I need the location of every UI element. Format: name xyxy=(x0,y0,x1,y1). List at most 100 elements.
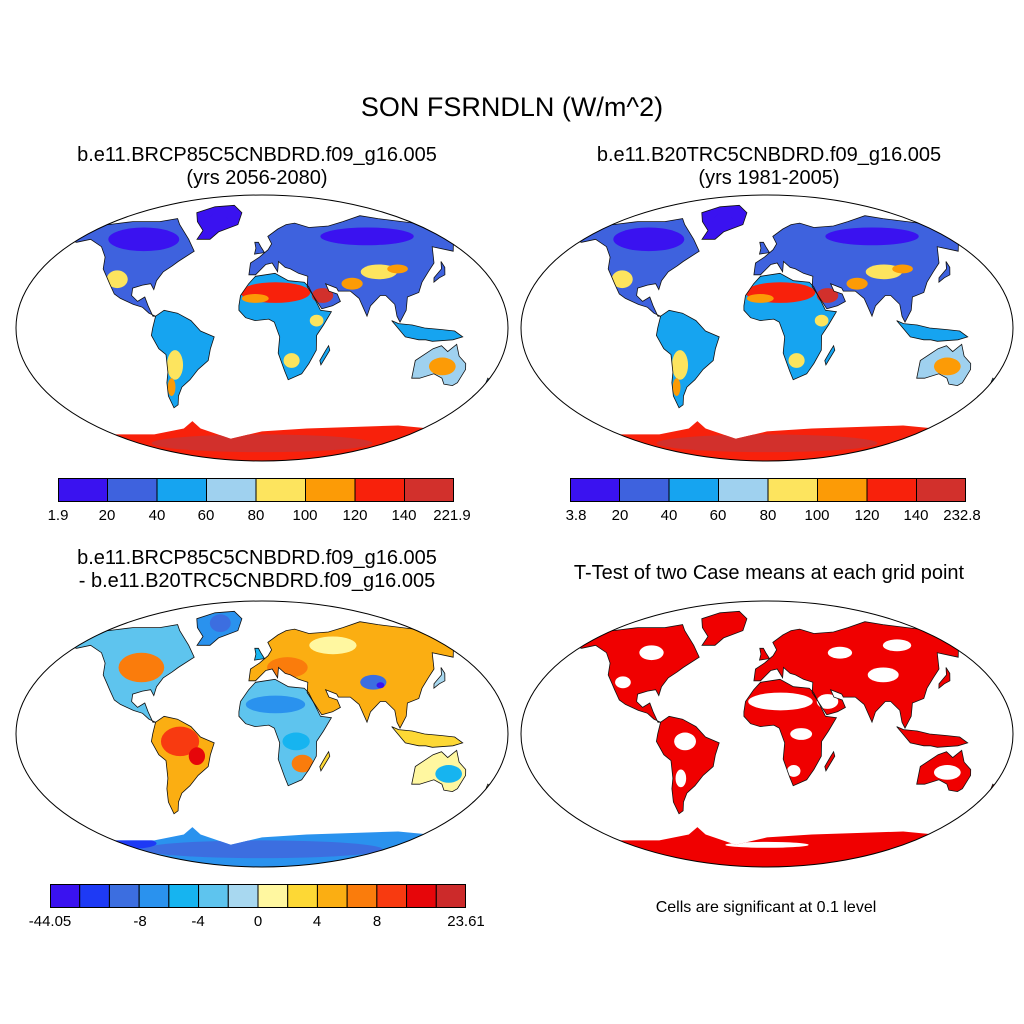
coastline-southAmerica xyxy=(655,309,720,409)
value-region xyxy=(341,277,363,290)
value-region xyxy=(241,294,269,303)
panel2-tick-3: 60 xyxy=(709,507,727,524)
colorbar-swatch xyxy=(58,478,108,502)
land-madagascar xyxy=(319,751,330,771)
colorbar-swatch xyxy=(916,478,966,502)
panel2-map xyxy=(520,194,1014,462)
colorbar-swatch xyxy=(198,884,229,908)
panel3-title: b.e11.BRCP85C5CNBDRD.f09_g16.005 - b.e11… xyxy=(0,547,514,593)
land-uk xyxy=(759,242,770,255)
map-border xyxy=(15,600,509,868)
coastline-southAmerica xyxy=(655,715,720,815)
land-madagascar xyxy=(824,345,835,365)
value-region xyxy=(814,314,829,327)
coastline-eurasia xyxy=(248,215,471,323)
coastline-africa xyxy=(238,272,333,381)
non-significant-area xyxy=(748,692,813,711)
colorbar-swatch xyxy=(107,478,158,502)
land-indonesia xyxy=(896,320,968,342)
value-region xyxy=(267,657,308,678)
panel2-tick-2: 40 xyxy=(660,507,678,524)
panel2-tick-6: 120 xyxy=(854,507,880,524)
panel1-colorbar xyxy=(58,478,454,502)
panel2-tick-4: 80 xyxy=(759,507,777,524)
panel4-map xyxy=(520,600,1014,868)
coastline-japan xyxy=(433,261,446,284)
colorbar-swatch xyxy=(156,478,207,502)
coastline-madagascar xyxy=(824,344,836,366)
panel2-tick-7: 140 xyxy=(903,507,929,524)
land-uk xyxy=(759,648,770,661)
value-region xyxy=(311,288,334,303)
map-border xyxy=(15,194,509,462)
value-region xyxy=(245,695,306,714)
coastline-greenland xyxy=(196,610,243,646)
value-region xyxy=(892,264,913,274)
land-indonesia xyxy=(391,726,463,748)
panel1-tick-2: 40 xyxy=(148,507,166,524)
coastline-indonesia xyxy=(896,726,969,748)
colorbar-swatch xyxy=(108,884,140,908)
colorbar-swatch xyxy=(866,478,917,502)
value-region xyxy=(387,264,408,274)
significance-note: Cells are significant at 0.1 level xyxy=(655,899,877,916)
land-indonesia xyxy=(896,726,968,748)
panel2-tick-1: 20 xyxy=(611,507,629,524)
coastline-eurasia xyxy=(753,621,976,729)
value-region xyxy=(291,754,314,773)
colorbar-swatch xyxy=(227,884,259,908)
value-region xyxy=(816,288,839,303)
coastline-eurasia xyxy=(753,215,976,323)
land-eurasia xyxy=(753,621,975,729)
panel3-tick-0: -44.05 xyxy=(28,913,72,930)
value-region xyxy=(672,378,681,396)
land-eurasia xyxy=(753,215,975,323)
panel1-title-line2: (yrs 2056-2080) xyxy=(186,167,328,189)
coastline-greenland xyxy=(196,204,243,240)
value-region xyxy=(283,353,300,368)
land-southAmerica xyxy=(151,310,215,408)
panel3-tick-1: -8 xyxy=(133,913,147,930)
colorbar-frame xyxy=(50,884,466,908)
coastline-africa xyxy=(238,678,333,787)
land-southAmerica xyxy=(656,716,720,814)
land-eurasia xyxy=(248,215,470,323)
colorbar-swatch xyxy=(619,478,670,502)
value-region xyxy=(671,350,689,380)
coastline-madagascar xyxy=(319,344,331,366)
coastline-uk xyxy=(758,241,771,255)
colorbar-swatch xyxy=(354,478,405,502)
coastline-southAmerica xyxy=(150,309,215,409)
coastline-uk xyxy=(758,647,771,661)
coastline-uk xyxy=(253,241,266,255)
panel3-title-line2: - b.e11.B20TRC5CNBDRD.f09_g16.005 xyxy=(78,570,436,592)
land-uk xyxy=(254,648,265,661)
value-region xyxy=(151,434,373,453)
coastline-indonesia xyxy=(896,320,969,342)
coastline-indonesia xyxy=(391,320,464,342)
panel2-title: b.e11.B20TRC5CNBDRD.f09_g16.005 (yrs 198… xyxy=(514,144,1024,190)
value-region xyxy=(106,270,128,289)
panel1-tick-4: 80 xyxy=(247,507,265,524)
land-indonesia xyxy=(391,320,463,342)
non-significant-area xyxy=(675,769,687,788)
coastline-australia xyxy=(916,343,972,387)
coastline-northAmerica xyxy=(571,218,700,317)
colorbar-swatch xyxy=(50,884,81,908)
panel3-map xyxy=(15,600,509,868)
panel2-tick-0: 3.8 xyxy=(565,507,587,524)
value-region xyxy=(435,765,462,783)
value-region xyxy=(825,227,919,246)
coastline-australia xyxy=(411,343,467,387)
map-border xyxy=(520,600,1014,868)
panel3-colorbar xyxy=(50,884,466,908)
value-region xyxy=(166,350,184,380)
non-significant-area xyxy=(615,676,631,689)
panel2-colorbar xyxy=(570,478,966,502)
panel1-tick-7: 140 xyxy=(391,507,417,524)
coastline-japan xyxy=(938,667,951,690)
value-region xyxy=(746,294,774,303)
non-significant-area xyxy=(639,645,664,661)
non-significant-area xyxy=(725,841,809,848)
map-border xyxy=(520,194,1014,462)
